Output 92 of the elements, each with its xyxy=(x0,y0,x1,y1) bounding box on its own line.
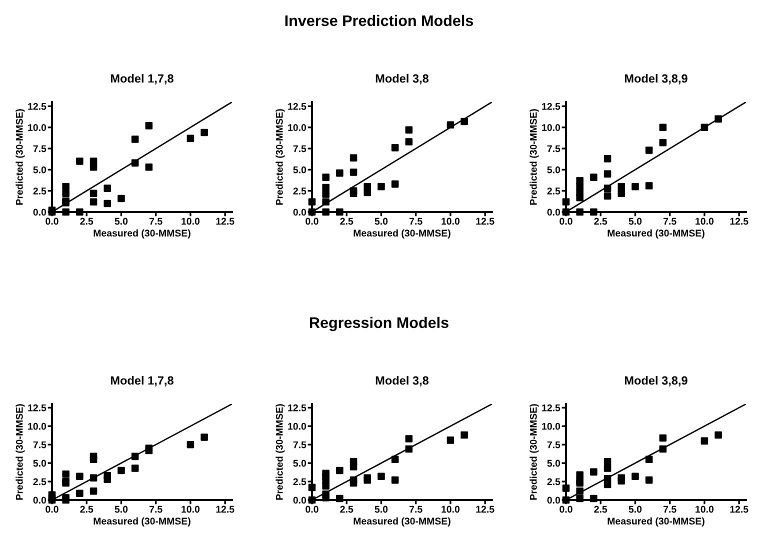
text: Regression Models xyxy=(310,316,448,332)
x-tick-label: 5.0 xyxy=(114,506,128,513)
x-axis-title: Measured (30-MMSE) xyxy=(354,229,450,238)
text: Inverse Prediction Models xyxy=(285,14,474,26)
y-axis-title: Predicted (30-MMSE) xyxy=(530,109,539,205)
x-tick-label: 10.0 xyxy=(182,218,200,225)
y-tick-label: 12.5 xyxy=(542,404,560,412)
x-tick-label: 10.0 xyxy=(442,506,460,513)
y-tick-label: 5.0 xyxy=(293,166,306,174)
y-tick-label: 2.5 xyxy=(293,478,306,486)
x-tick-label: 0.0 xyxy=(306,506,318,513)
y-tick-label: 5.0 xyxy=(547,166,560,174)
chart-title: Model 1,7,8 xyxy=(110,376,174,386)
y-axis-title: Predicted (30-MMSE) xyxy=(16,404,25,500)
y-tick-label: 12.5 xyxy=(542,102,560,110)
y-tick-label: 5.0 xyxy=(33,166,46,174)
y-tick-label: 0.0 xyxy=(33,496,46,504)
chart-title: Model 3,8 xyxy=(376,376,429,386)
y-tick-label: 2.5 xyxy=(547,188,560,194)
x-tick-label: 12.5 xyxy=(216,506,234,513)
x-tick-label: 5.0 xyxy=(374,218,388,225)
y-tick-label: 7.5 xyxy=(547,441,560,448)
x-tick-label: 7.5 xyxy=(664,506,676,513)
x-tick-label: 2.5 xyxy=(594,506,608,513)
y-tick-label: 5.0 xyxy=(547,460,560,467)
x-tick-label: 0.0 xyxy=(560,218,572,225)
x-tick-label: 0.0 xyxy=(46,218,58,225)
x-tick-label: 2.5 xyxy=(340,218,354,225)
x-tick-label: 10.0 xyxy=(696,218,714,225)
y-tick-label: 2.5 xyxy=(33,188,46,194)
y-tick-label: 12.5 xyxy=(288,102,306,110)
y-tick-label: 10.0 xyxy=(542,422,560,430)
y-tick-label: 12.5 xyxy=(28,404,46,412)
x-tick-label: 10.0 xyxy=(442,218,460,225)
x-tick-label: 2.5 xyxy=(80,506,94,513)
y-axis-title: Predicted (30-MMSE) xyxy=(276,109,285,205)
y-tick-label: 2.5 xyxy=(293,188,306,194)
y-tick-label: 7.5 xyxy=(547,145,560,152)
y-tick-label: 5.0 xyxy=(293,460,306,467)
x-tick-label: 2.5 xyxy=(594,218,608,225)
x-tick-label: 7.5 xyxy=(410,218,422,225)
x-tick-label: 5.0 xyxy=(374,506,388,513)
y-tick-label: 2.5 xyxy=(547,478,560,486)
x-tick-label: 12.5 xyxy=(730,218,748,225)
y-axis-title: Predicted (30-MMSE) xyxy=(530,404,539,500)
x-axis-title: Measured (30-MMSE) xyxy=(608,517,704,526)
y-tick-label: 10.0 xyxy=(28,422,46,430)
x-tick-label: 7.5 xyxy=(410,506,422,513)
chart-title: Model 3,8,9 xyxy=(624,376,688,386)
chart-title: Model 1,7,8 xyxy=(110,74,174,84)
y-tick-label: 5.0 xyxy=(33,460,46,467)
y-tick-label: 10.0 xyxy=(288,124,306,132)
y-tick-label: 0.0 xyxy=(33,208,46,216)
y-tick-label: 7.5 xyxy=(293,441,306,448)
y-axis-title: Predicted (30-MMSE) xyxy=(276,404,285,500)
y-tick-label: 10.0 xyxy=(288,422,306,430)
y-tick-label: 10.0 xyxy=(28,124,46,132)
x-tick-label: 10.0 xyxy=(696,506,714,513)
x-tick-label: 12.5 xyxy=(476,218,494,225)
y-tick-label: 7.5 xyxy=(33,145,46,152)
y-tick-label: 0.0 xyxy=(293,208,306,216)
x-tick-label: 7.5 xyxy=(150,218,162,225)
y-tick-label: 7.5 xyxy=(33,441,46,448)
y-tick-label: 10.0 xyxy=(542,124,560,132)
x-tick-label: 5.0 xyxy=(628,506,642,513)
x-axis-title: Measured (30-MMSE) xyxy=(354,517,450,526)
y-tick-label: 0.0 xyxy=(547,496,560,504)
y-tick-label: 12.5 xyxy=(28,102,46,110)
y-tick-label: 2.5 xyxy=(33,478,46,486)
x-tick-label: 0.0 xyxy=(560,506,572,513)
x-tick-label: 5.0 xyxy=(628,218,642,225)
x-tick-label: 0.0 xyxy=(46,506,58,513)
x-tick-label: 0.0 xyxy=(306,218,318,225)
y-tick-label: 12.5 xyxy=(288,404,306,412)
x-axis-title: Measured (30-MMSE) xyxy=(94,517,190,526)
x-tick-label: 5.0 xyxy=(114,218,128,225)
x-tick-label: 10.0 xyxy=(182,506,200,513)
y-tick-label: 0.0 xyxy=(293,496,306,504)
x-tick-label: 12.5 xyxy=(476,506,494,513)
x-axis-title: Measured (30-MMSE) xyxy=(608,229,704,238)
y-tick-label: 7.5 xyxy=(293,145,306,152)
chart-title: Model 3,8 xyxy=(376,74,429,84)
y-axis-title: Predicted (30-MMSE) xyxy=(16,109,25,205)
x-tick-label: 7.5 xyxy=(664,218,676,225)
x-tick-label: 7.5 xyxy=(150,506,162,513)
x-tick-label: 12.5 xyxy=(730,506,748,513)
x-axis-title: Measured (30-MMSE) xyxy=(94,229,190,238)
x-tick-label: 12.5 xyxy=(216,218,234,225)
x-tick-label: 2.5 xyxy=(80,218,94,225)
chart-title: Model 3,8,9 xyxy=(624,74,688,84)
y-tick-label: 0.0 xyxy=(547,208,560,216)
x-tick-label: 2.5 xyxy=(340,506,354,513)
